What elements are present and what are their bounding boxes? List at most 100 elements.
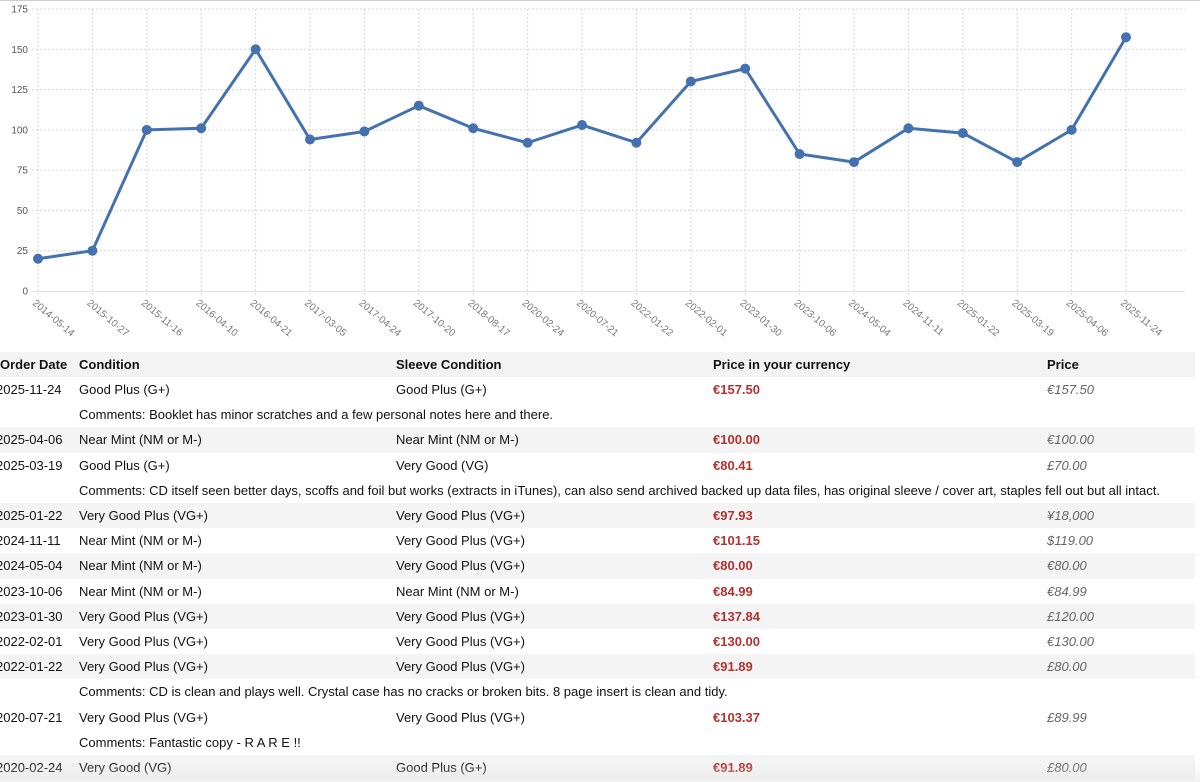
y-tick-label: 75 [17,166,29,177]
price-local-cell: €91.89 [713,754,1047,780]
order-date-cell: 2025-03-19 [0,457,63,473]
header-price[interactable]: Price [1047,352,1195,377]
data-point-2020-02-24 [522,137,533,148]
order-date-cell: 2023-10-06 [0,583,63,599]
y-tick-label: 150 [11,45,28,56]
x-tick-label: 2025-11-24 [1118,298,1164,339]
price-cell: ¥18,000 [1047,502,1195,529]
data-point-2022-02-01 [685,76,696,87]
data-point-2022-01-22 [631,137,642,148]
sleeve-condition-cell: Very Good Plus (VG+) [396,603,713,629]
table-row: 2022-01-22 Very Good Plus (VG+) Very Good … [0,654,1195,680]
y-tick-label: 125 [11,85,28,96]
price-cell: £80.00 [1047,654,1195,680]
x-tick-label: 2016-04-10 [193,298,240,340]
price-local-cell: €103.37 [713,709,760,725]
price-local-cell: €101.15 [713,533,760,549]
data-point-2023-10-06 [794,149,805,160]
condition-cell: Very Good Plus (VG+) [79,603,396,629]
price-local-cell: €157.50 [713,382,760,398]
price-local-cell: €84.99 [713,583,753,599]
sleeve-condition-cell: Near Mint (NM or M-) [396,427,713,453]
sleeve-condition-cell: Good Plus (G+) [396,754,713,780]
order-date-cell: 2022-02-01 [0,633,63,649]
comment-spacer [0,730,79,755]
comment-text: Comments: CD itself seen better days, sc… [79,482,1160,498]
data-point-2015-11-16 [141,124,152,135]
price-history-chart: 0 25 50 75 100 125 150 175 2014-05-14 2015-10-27 2… [0,0,1200,350]
price-local-cell: €91.89 [713,654,1047,680]
order-date-cell: 2025-04-06 [0,427,79,453]
price-cell: $119.00 [1047,533,1094,549]
data-point-2024-05-04 [849,157,859,168]
x-tick-label: 2015-11-16 [139,298,185,339]
order-date-cell: 2024-05-04 [0,553,79,579]
x-tick-label: 2022-02-01 [683,298,730,340]
header-sleeve-condition[interactable]: Sleeve Condition [396,352,713,377]
x-tick-label: 2020-02-24 [520,298,567,340]
sleeve-condition-cell: Very Good Plus (VG+) [396,633,525,649]
table-row: 2024-05-04 Near Mint (NM or M-) Very Good … [0,553,1195,579]
sales-history-table: Order Date Condition Sleeve Condition Pr… [0,352,1195,780]
sleeve-condition-cell: Very Good Plus (VG+) [396,533,525,549]
price-cell: €157.50 [1047,382,1094,398]
comment-row: Comments: CD itself seen better days, sc… [0,478,1195,503]
sleeve-condition-cell: Good Plus (G+) [396,382,487,398]
table-body: 2025-11-24 Good Plus (G+) Good Plus (G+) €1… [0,377,1195,780]
order-date-cell: 2022-01-22 [0,654,79,680]
price-cell: £120.00 [1047,603,1195,629]
table-row: 2022-02-01 Very Good Plus (VG+) Very Good … [0,629,1195,654]
x-tick-label: 2025-03-19 [1009,298,1056,340]
condition-cell: Very Good Plus (VG+) [79,709,208,725]
price-local-cell: €130.00 [713,633,760,649]
condition-cell: Good Plus (G+) [79,457,170,473]
data-point-2017-10-20 [413,100,424,111]
data-point-2025-03-19 [1012,157,1023,168]
price-cell: €100.00 [1047,427,1195,453]
sleeve-condition-cell: Very Good (VG) [396,457,489,473]
data-point-2025-04-06 [1066,124,1077,135]
x-tick-label: 2016-04-21 [248,298,295,340]
data-point-2017-03-05 [305,134,315,145]
data-point-2020-07-21 [577,120,587,131]
order-date-cell: 2025-01-22 [0,502,79,529]
data-point-2025-01-22 [957,128,968,139]
header-order-date[interactable]: Order Date [0,352,79,377]
header-price-local[interactable]: Price in your currency [713,352,1047,377]
x-tick-label: 2017-04-24 [356,298,403,340]
data-point-2016-04-21 [250,44,261,55]
condition-cell: Very Good Plus (VG+) [79,633,208,649]
x-tick-label: 2017-10-20 [411,298,458,340]
table-row: 2023-10-06 Near Mint (NM or M-) Near Mint … [0,579,1195,604]
x-tick-label: 2023-10-06 [792,298,839,340]
comment-spacer [0,402,79,427]
sleeve-condition-cell: Very Good Plus (VG+) [396,654,713,680]
data-point-2017-04-24 [359,126,370,137]
y-tick-label: 175 [11,5,28,16]
comment-row: Comments: Booklet has minor scratches an… [0,402,1195,427]
comment-spacer [0,679,79,704]
price-local-cell: €100.00 [713,427,1047,453]
order-date-cell: 2023-01-30 [0,603,79,629]
data-point-2018-08-17 [468,123,479,134]
header-condition[interactable]: Condition [79,352,396,377]
x-tick-label: 2024-11-11 [900,298,945,339]
price-local-cell: €97.93 [713,502,1047,529]
price-cell: £80.00 [1047,754,1195,780]
x-tick-label: 2015-10-27 [84,298,131,340]
sleeve-condition-cell: Very Good Plus (VG+) [396,709,525,725]
table-header-row: Order Date Condition Sleeve Condition Pr… [0,352,1195,377]
price-local-cell: €137.84 [713,603,1047,629]
order-date-cell: 2025-11-24 [0,382,62,398]
data-point-2014-05-14 [33,253,43,264]
table-row: 2020-07-21 Very Good Plus (VG+) Very Good … [0,704,1195,729]
table-row: 2025-01-22 Very Good Plus (VG+) Very Good … [0,502,1195,529]
condition-cell: Very Good (VG) [79,754,396,780]
x-tick-label: 2023-01-30 [737,298,784,340]
table-row: 2025-11-24 Good Plus (G+) Good Plus (G+) €1… [0,377,1195,402]
table-row: 2020-02-24 Very Good (VG) Good Plus (G+) €9… [0,754,1195,780]
table-row: 2024-11-11 Near Mint (NM or M-) Very Good … [0,528,1195,553]
data-point-2015-10-27 [87,245,98,256]
data-point-2024-11-11 [903,123,914,134]
